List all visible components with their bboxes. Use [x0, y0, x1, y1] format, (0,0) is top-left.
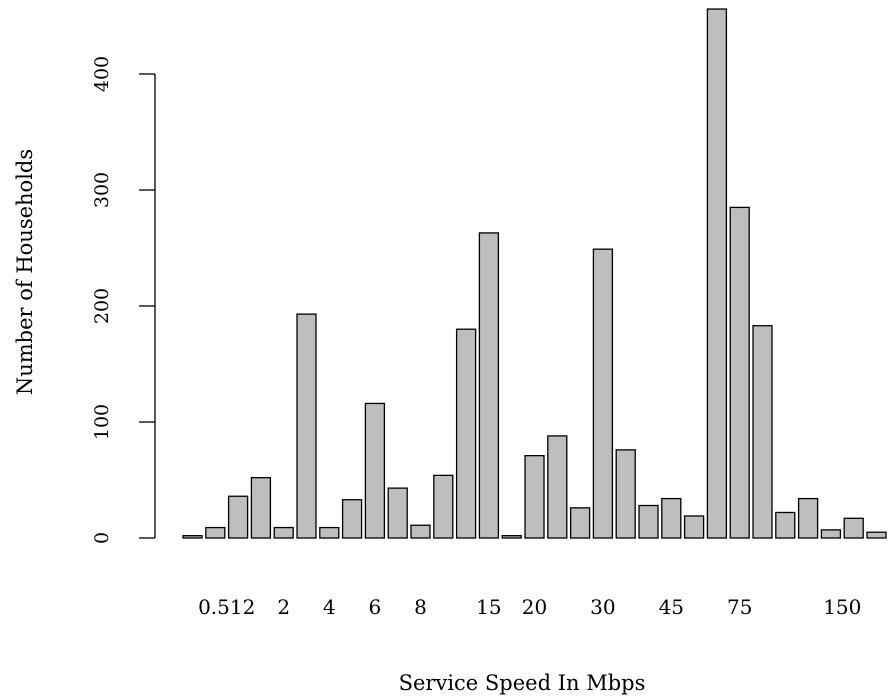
x-tick-label: 6 — [369, 595, 382, 619]
bar — [250, 477, 272, 539]
bar — [820, 529, 842, 539]
x-tick-label: 75 — [727, 595, 752, 619]
x-tick-label: 150 — [823, 595, 861, 619]
y-tick-label: 300 — [91, 172, 113, 208]
bar — [364, 402, 386, 539]
bar — [775, 511, 796, 539]
y-tick-label: 400 — [91, 56, 113, 92]
x-tick-labels: 0.512 2 4 6 8 15 20 30 45 75 150 — [198, 595, 861, 619]
x-tick-label: 4 — [323, 595, 336, 619]
bar — [296, 313, 317, 539]
bar — [433, 474, 454, 539]
bar — [319, 526, 340, 539]
bar — [843, 517, 864, 539]
x-tick-label: 45 — [659, 595, 684, 619]
x-tick-label: 0.512 — [198, 595, 255, 619]
bar — [182, 535, 203, 539]
x-axis-title: Service Speed In Mbps — [399, 671, 646, 695]
y-tick-label: 0 — [91, 532, 113, 544]
x-tick-label: 8 — [414, 595, 427, 619]
bar — [524, 454, 545, 539]
y-axis-title: Number of Households — [13, 149, 37, 395]
bar — [501, 535, 522, 539]
bar — [478, 232, 500, 539]
bar — [547, 435, 568, 539]
bar — [866, 531, 887, 539]
bar — [205, 526, 226, 539]
bar — [615, 449, 636, 539]
bars-group — [182, 8, 887, 539]
y-tick-label: 100 — [91, 404, 113, 440]
bar — [797, 497, 819, 539]
bar — [410, 524, 431, 539]
x-tick-label: 20 — [522, 595, 547, 619]
bar — [569, 507, 591, 539]
bar — [273, 526, 294, 539]
bar — [341, 499, 363, 539]
bar — [752, 325, 773, 539]
bar — [706, 8, 728, 539]
bar — [729, 206, 750, 539]
bar — [661, 497, 682, 539]
y-tick-label: 200 — [91, 288, 113, 324]
y-axis: 0 100 200 300 400 — [91, 56, 156, 544]
bar — [387, 487, 408, 539]
bar — [227, 495, 249, 539]
bar — [683, 515, 705, 539]
bar — [455, 328, 477, 539]
x-tick-label: 15 — [476, 595, 501, 619]
bar — [638, 504, 659, 539]
bar — [592, 248, 614, 539]
x-tick-label: 30 — [590, 595, 615, 619]
x-tick-label: 2 — [277, 595, 290, 619]
